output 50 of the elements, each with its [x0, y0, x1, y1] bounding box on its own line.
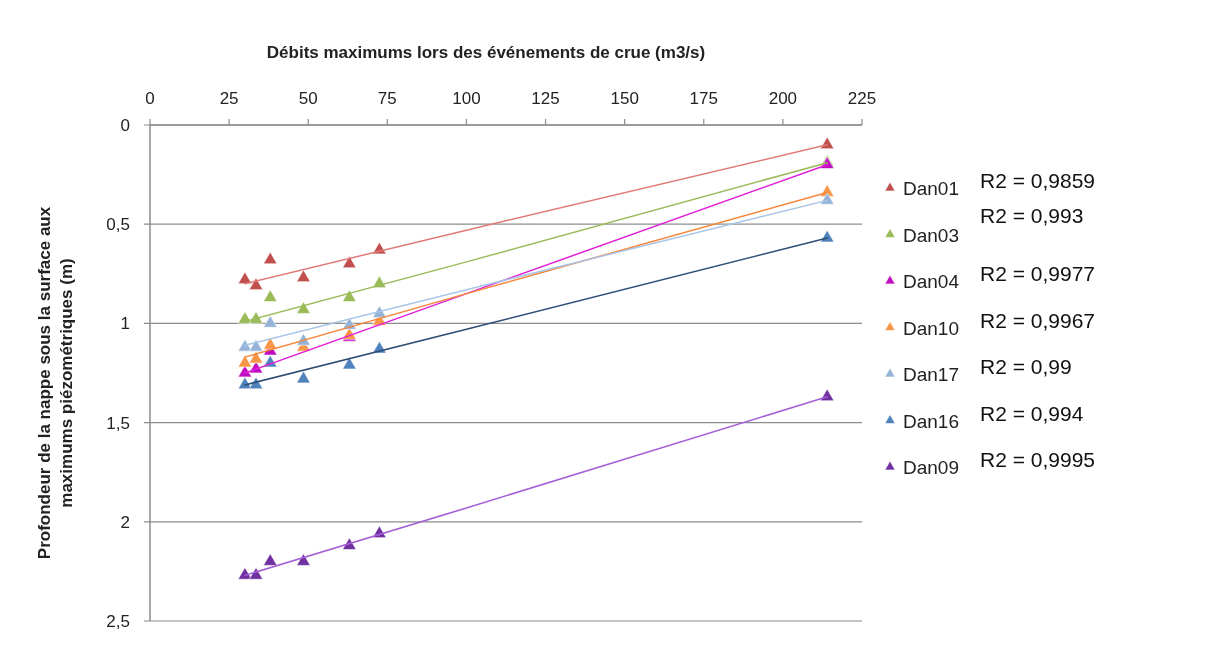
text: R2 = 0,9859 — [980, 169, 1096, 192]
y-tick-label: 0,5 — [106, 215, 130, 235]
legend-label: Dan04 — [903, 271, 960, 292]
legend-label: Dan16 — [903, 410, 959, 432]
point — [248, 339, 264, 352]
y-tick-label: 1,5 — [106, 413, 130, 433]
x-axis-title: Débits maximums lors des événements de crue (m3/s) — [266, 43, 706, 62]
point — [237, 311, 253, 324]
point — [342, 356, 357, 370]
y-tick-label: 0 — [120, 116, 130, 135]
x-tick-label: 25 — [219, 89, 239, 108]
point — [263, 289, 278, 302]
legend-label: Dan10 — [903, 317, 959, 339]
text: R2 = 0,9967 — [980, 308, 1096, 332]
y-tick-label: 2 — [120, 512, 130, 532]
x-tick-label: 125 — [531, 89, 560, 108]
legend-label: Dan03 — [903, 224, 959, 246]
x-tick-label: 225 — [847, 89, 877, 108]
x-tick-label: 0 — [145, 89, 155, 108]
point — [263, 315, 278, 328]
x-tick-label: 100 — [452, 89, 481, 108]
point — [237, 354, 253, 368]
x-tick-label: 200 — [768, 89, 798, 108]
point — [342, 289, 357, 302]
legend-label: Dan17 — [903, 364, 959, 385]
point — [296, 301, 311, 314]
point — [296, 553, 311, 566]
x-tick-label: 50 — [298, 89, 318, 108]
point — [372, 275, 387, 288]
point — [263, 553, 278, 566]
y-axis-title: Profondeur de la nappe sous la surface aux maximums piézométriques (m) — [35, 206, 76, 560]
x-tick-label: 175 — [689, 89, 718, 108]
point — [296, 370, 311, 384]
x-tick-label: 75 — [377, 89, 397, 108]
point — [248, 277, 264, 290]
point — [248, 311, 264, 324]
legend-label: Dan09 — [903, 457, 959, 478]
text: R2 = 0,9995 — [980, 448, 1096, 471]
text: R2 = 0,99 — [980, 355, 1072, 378]
y-tick-label: 2,5 — [106, 612, 130, 631]
point — [248, 350, 264, 364]
x-tick-label: 150 — [610, 89, 639, 108]
text: R2 = 0,993 — [980, 203, 1084, 227]
point — [263, 251, 278, 265]
text: R2 = 0,9977 — [980, 262, 1096, 285]
y-tick-label: 1 — [120, 314, 130, 334]
text: R2 = 0,994 — [980, 401, 1084, 425]
point — [296, 269, 311, 282]
point — [342, 255, 357, 269]
legend-label: Dan01 — [903, 178, 959, 199]
